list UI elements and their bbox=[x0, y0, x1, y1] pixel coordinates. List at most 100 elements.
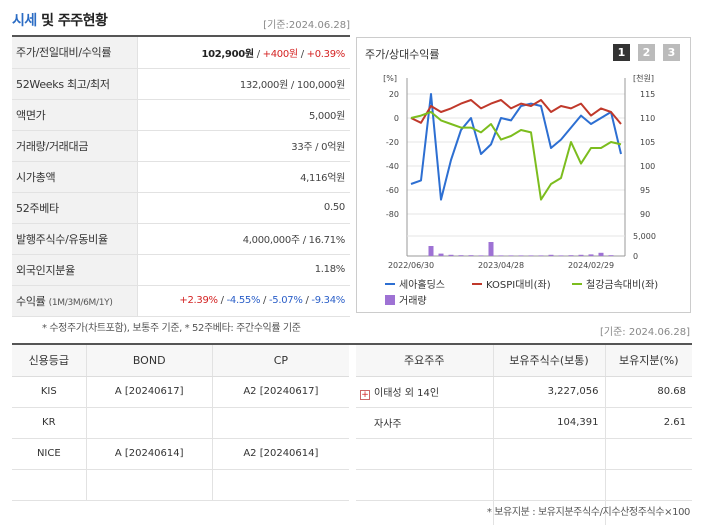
right-axis-tick: 95 bbox=[640, 186, 650, 195]
cp-cell: A2 [20240614] bbox=[212, 438, 349, 470]
reference-date-2: [기준: 2024.06.28] bbox=[599, 327, 690, 338]
chart-title: 주가/상대수익률 bbox=[365, 48, 440, 61]
volume-bar bbox=[578, 254, 584, 256]
x-axis-tick: 2022/06/30 bbox=[388, 261, 434, 270]
table-row: 자사주 104,391 2.61 bbox=[356, 407, 692, 439]
legend-swatch bbox=[385, 295, 395, 305]
volume-bar bbox=[498, 255, 504, 256]
pct-cell bbox=[605, 500, 692, 525]
x-axis-tick: 2024/02/29 bbox=[568, 261, 614, 270]
table-row: 52Weeks 최고/최저 132,000원 / 100,000원 bbox=[12, 68, 350, 100]
left-axis-unit: [%] bbox=[383, 74, 397, 83]
row-value: 1.18% bbox=[137, 254, 350, 286]
cp-cell bbox=[212, 407, 349, 439]
bond-cell bbox=[86, 469, 213, 501]
table-row bbox=[356, 500, 692, 525]
table-row: KR bbox=[12, 407, 349, 439]
holder-name[interactable]: + 이태성 외 14인 bbox=[356, 376, 494, 408]
bond-cell: A [20240617] bbox=[86, 376, 213, 408]
table-row: 시가총액 4,116억원 bbox=[12, 161, 350, 193]
chart-page-2-button[interactable]: 2 bbox=[638, 44, 655, 61]
pct-cell bbox=[605, 438, 692, 470]
volume-bar bbox=[488, 242, 494, 256]
chart-page-3-button[interactable]: 3 bbox=[663, 44, 680, 61]
agency-cell bbox=[12, 469, 87, 501]
legend-label: 세아홀딩스 bbox=[399, 278, 445, 291]
table-row: 액면가 5,000원 bbox=[12, 99, 350, 131]
row-label: 시가총액 bbox=[12, 161, 138, 193]
agency-cell: KIS bbox=[12, 376, 87, 408]
volume-bar bbox=[448, 254, 454, 256]
table-row: 발행주식수/유동비율 4,000,000주 / 16.71% bbox=[12, 223, 350, 255]
table-row: 수익률 (1M/3M/6M/1Y) +2.39% / -4.55% / -5.0… bbox=[12, 285, 350, 317]
row-value: +2.39% / -4.55% / -5.07% / -9.34% bbox=[137, 285, 350, 317]
series-line bbox=[410, 99, 622, 125]
row-value: 132,000원 / 100,000원 bbox=[137, 68, 350, 100]
row-value: 0.50 bbox=[137, 192, 350, 224]
footnote: * 수정주가(차트포함), 보통주 기준, * 52주베타: 주간수익률 기준 bbox=[42, 323, 301, 334]
left-axis-tick: -40 bbox=[386, 162, 399, 171]
shares-cell bbox=[493, 500, 606, 525]
volume-bar bbox=[608, 255, 614, 256]
agency-cell: KR bbox=[12, 407, 87, 439]
volume-bar bbox=[468, 255, 474, 256]
volume-bar bbox=[598, 252, 604, 256]
credit-rating-table: 신용등급 BOND CP KIS A [20240617] A2 [20240617… bbox=[12, 345, 349, 501]
shares-cell bbox=[493, 469, 606, 501]
row-label: 외국인지분율 bbox=[12, 254, 138, 286]
left-axis-tick: -80 bbox=[386, 210, 399, 219]
row-value: 4,116억원 bbox=[137, 161, 350, 193]
left-axis-tick: -60 bbox=[386, 186, 399, 195]
pct-cell: 80.68 bbox=[605, 376, 692, 408]
holder-name bbox=[356, 438, 494, 470]
volume-bar bbox=[558, 255, 564, 256]
volume-bar bbox=[518, 255, 524, 256]
table-row: NICE A [20240614] A2 [20240614] bbox=[12, 438, 349, 470]
right-axis-unit: [천원] bbox=[633, 73, 654, 83]
table-row bbox=[12, 469, 349, 501]
volume-bar bbox=[538, 255, 544, 256]
table-row: 외국인지분율 1.18% bbox=[12, 254, 350, 286]
right-axis-tick: 90 bbox=[640, 210, 650, 219]
volume-bar bbox=[438, 253, 444, 256]
row-value: 102,900원 / +400원 / +0.39% bbox=[137, 37, 350, 69]
row-label: 액면가 bbox=[12, 99, 138, 131]
table-row: KIS A [20240617] A2 [20240617] bbox=[12, 376, 349, 408]
volume-bar bbox=[528, 255, 534, 256]
right-axis-tick: 105 bbox=[640, 138, 655, 147]
shares-cell: 3,227,056 bbox=[493, 376, 606, 408]
legend-label: 철강금속대비(좌) bbox=[586, 279, 658, 291]
shareholders-table: 주요주주 보유주식수(보통) 보유지분(%) + 이태성 외 14인 3,227,… bbox=[356, 345, 692, 525]
column-header: BOND bbox=[86, 345, 213, 377]
volume-bar bbox=[548, 254, 554, 256]
row-value: 4,000,000주 / 16.71% bbox=[137, 223, 350, 255]
series-line bbox=[410, 111, 622, 201]
shares-cell bbox=[493, 438, 606, 470]
chart-page-1-button[interactable]: 1 bbox=[613, 44, 630, 61]
legend-label: 거래량 bbox=[399, 295, 427, 307]
column-header: 신용등급 bbox=[12, 345, 87, 377]
column-header: 보유지분(%) bbox=[605, 345, 692, 377]
pct-cell: 2.61 bbox=[605, 407, 692, 439]
bond-cell bbox=[86, 407, 213, 439]
volume-bar bbox=[478, 255, 484, 256]
shares-cell: 104,391 bbox=[493, 407, 606, 439]
volume-bar bbox=[568, 255, 574, 256]
volume-bar bbox=[428, 246, 434, 256]
volume-bar bbox=[508, 255, 514, 256]
holder-name: 자사주 bbox=[356, 407, 494, 439]
series-line bbox=[410, 93, 622, 201]
column-header: 주요주주 bbox=[356, 345, 494, 377]
volume-bar bbox=[588, 254, 594, 256]
table-row: 52주베타 0.50 bbox=[12, 192, 350, 224]
row-label: 수익률 (1M/3M/6M/1Y) bbox=[12, 285, 138, 317]
pct-cell bbox=[605, 469, 692, 501]
holder-name bbox=[356, 500, 494, 525]
expand-icon[interactable]: + bbox=[360, 389, 370, 400]
right-axis-tick: 110 bbox=[640, 114, 655, 123]
table-row bbox=[356, 438, 692, 470]
chart-panel: 주가/상대수익률 1 2 3 20 115 0 110 -20 105 -40 100 -60 9… bbox=[356, 37, 691, 313]
footnote: * 보유지분 : 보유지분주식수/지수산정주식수×100 bbox=[486, 507, 691, 518]
table-row: 거래량/거래대금 33주 / 0억원 bbox=[12, 130, 350, 162]
divider bbox=[12, 35, 350, 37]
